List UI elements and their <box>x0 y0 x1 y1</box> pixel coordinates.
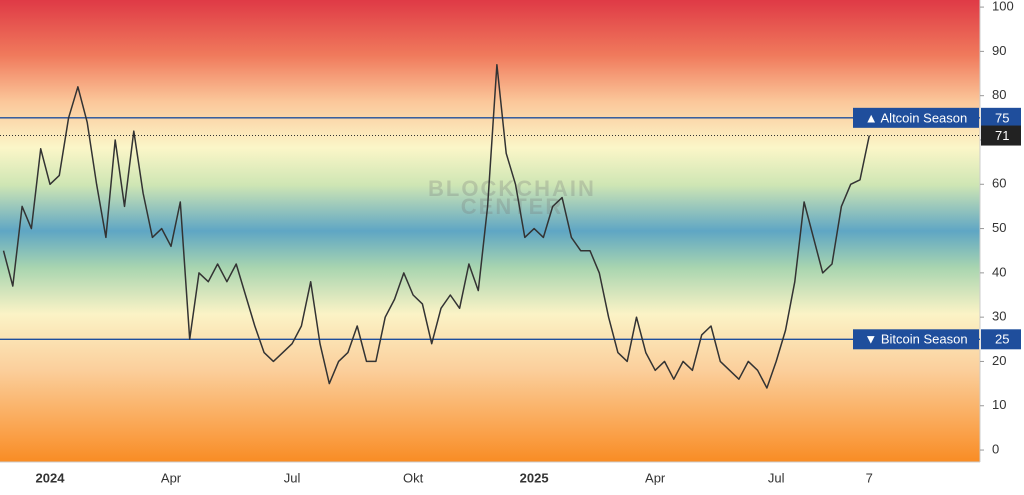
x-tick-label: Apr <box>645 470 666 485</box>
reference-label: ▲ Altcoin Season <box>865 110 967 125</box>
watermark: BLOCKCHAIN <box>428 176 596 201</box>
y-tick-label: 0 <box>992 441 999 456</box>
y-tick-label: 40 <box>992 264 1006 279</box>
axis-panel <box>980 0 1024 495</box>
y-tick-label: 30 <box>992 309 1006 324</box>
reference-label: ▼ Bitcoin Season <box>864 332 967 347</box>
reference-value-box <box>981 329 1021 350</box>
reference-value: 75 <box>995 110 1009 125</box>
x-tick-label: Jul <box>284 470 301 485</box>
x-tick-label: 7 <box>866 470 873 485</box>
y-tick-label: 90 <box>992 43 1006 58</box>
y-tick-label: 10 <box>992 397 1006 412</box>
x-tick-label: 2024 <box>36 470 66 485</box>
background <box>0 0 980 462</box>
reference-label-box <box>853 329 979 350</box>
reference-value: 25 <box>995 332 1009 347</box>
x-tick-label: Okt <box>403 470 424 485</box>
reference-value-box <box>981 107 1021 128</box>
current-value-label: 71 <box>995 128 1009 143</box>
y-tick-label: 20 <box>992 353 1006 368</box>
series-line <box>2 63 871 389</box>
x-tick-label: Jul <box>768 470 785 485</box>
y-tick-label: 60 <box>992 176 1006 191</box>
x-tick-label: 2025 <box>520 470 549 485</box>
watermark: CENTER <box>461 194 563 219</box>
x-tick-label: Apr <box>161 470 182 485</box>
current-value-box <box>981 125 1021 146</box>
reference-label-box <box>853 107 979 128</box>
y-tick-label: 50 <box>992 220 1006 235</box>
y-tick-label: 100 <box>992 0 1014 14</box>
y-tick-label: 80 <box>992 87 1006 102</box>
